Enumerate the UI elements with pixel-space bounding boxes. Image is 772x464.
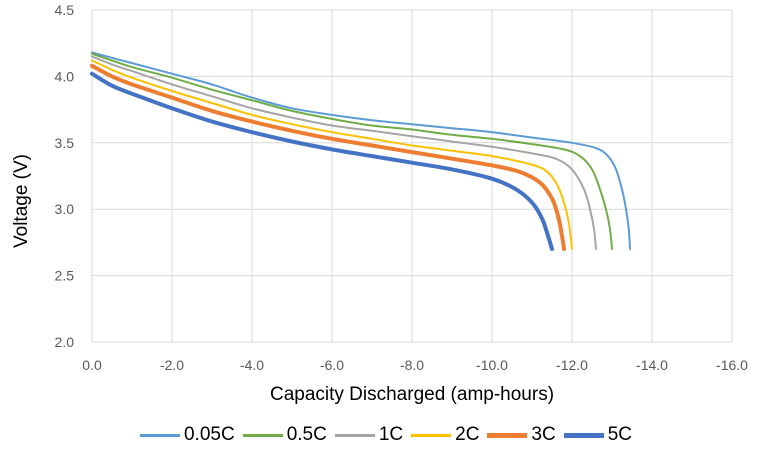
series-line-2C xyxy=(91,59,573,250)
legend-item: 2C xyxy=(411,424,479,446)
legend-item: 0.5C xyxy=(242,424,327,446)
legend-label: 3C xyxy=(531,424,556,445)
y-tick-labels: 2.0 2.5 3.0 3.5 4.0 4.5 xyxy=(55,2,75,350)
y-tick-label: 4.5 xyxy=(55,2,75,18)
gridlines xyxy=(91,9,733,343)
legend-item: 3C xyxy=(487,424,556,446)
x-tick-label: 0.0 xyxy=(82,357,102,373)
x-tick-label: -14.0 xyxy=(636,357,668,373)
legend-swatch xyxy=(334,433,375,437)
legend: 0.05C 0.5C 1C 2C 3C 5C xyxy=(0,420,772,450)
x-tick-label: -6.0 xyxy=(320,357,344,373)
series-line-0.05C xyxy=(91,51,631,250)
x-tick-label: -4.0 xyxy=(240,357,264,373)
x-tick-label: -12.0 xyxy=(556,357,588,373)
legend-label: 5C xyxy=(607,424,633,445)
x-tick-label: -10.0 xyxy=(476,357,508,373)
legend-label: 0.5C xyxy=(286,424,327,445)
discharge-chart: 2.0 2.5 3.0 3.5 4.0 4.5 0.0 -2.0 -4.0 -6.0 -8.0 -1… xyxy=(55,2,749,373)
legend-label: 1C xyxy=(378,424,404,445)
x-tick-label: -2.0 xyxy=(160,357,184,373)
legend-item: 1C xyxy=(334,424,404,446)
y-tick-label: 3.0 xyxy=(55,201,75,217)
legend-item: 0.05C xyxy=(139,424,235,446)
series-line-1C xyxy=(91,55,597,250)
legend-swatch xyxy=(563,432,604,438)
y-axis-title: Voltage (V) xyxy=(11,154,32,248)
legend-label: 2C xyxy=(455,424,480,445)
x-tick-labels: 0.0 -2.0 -4.0 -6.0 -8.0 -10.0 -12.0 -14.0 -16.0 xyxy=(82,357,748,373)
legend-swatch xyxy=(139,433,180,437)
series-lines xyxy=(90,51,631,251)
legend-swatch xyxy=(411,433,452,437)
legend-label: 0.05C xyxy=(183,424,235,445)
y-tick-label: 3.5 xyxy=(55,135,75,151)
x-tick-label: -8.0 xyxy=(400,357,424,373)
x-tick-label: -16.0 xyxy=(716,357,748,373)
series-line-0.5C xyxy=(91,52,613,250)
y-tick-label: 2.0 xyxy=(55,334,75,350)
y-tick-label: 2.5 xyxy=(55,268,75,284)
legend-swatch xyxy=(242,433,283,437)
legend-swatch xyxy=(487,432,528,438)
series-line-5C xyxy=(90,71,554,251)
y-tick-label: 4.0 xyxy=(55,68,75,84)
legend-item: 5C xyxy=(563,424,633,446)
x-axis-title: Capacity Discharged (amp-hours) xyxy=(269,384,555,405)
series-line-3C xyxy=(90,63,566,251)
